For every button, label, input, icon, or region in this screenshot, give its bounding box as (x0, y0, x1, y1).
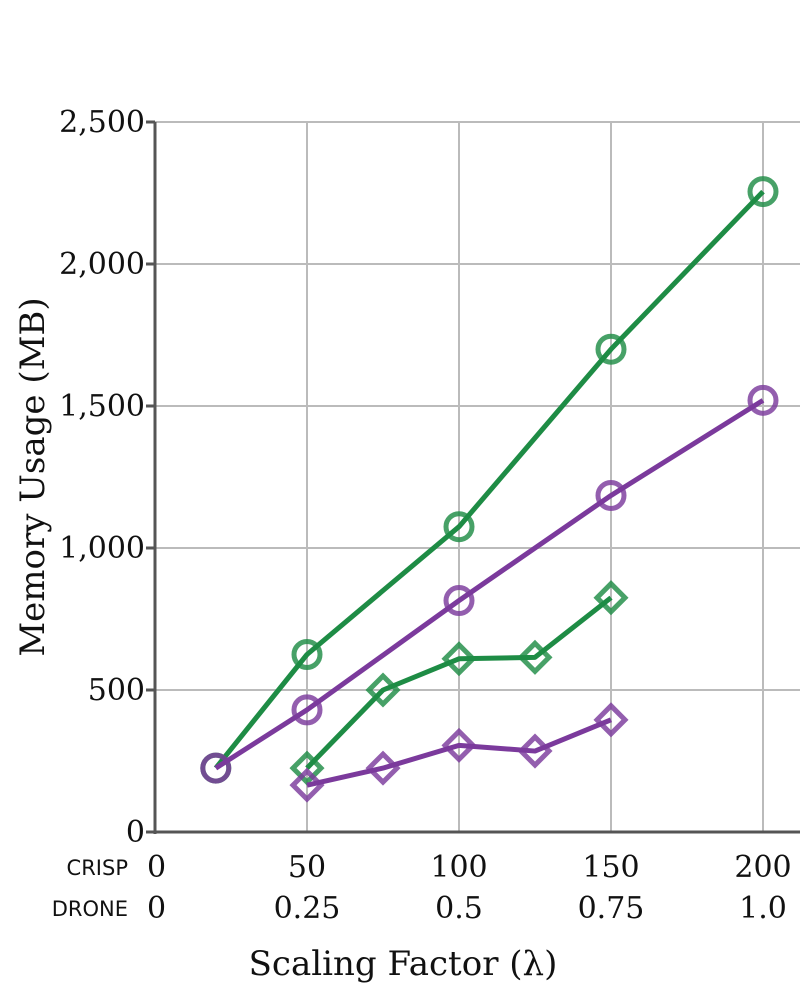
y-tick-label: 2,500 (59, 105, 145, 140)
data-point (593, 580, 629, 616)
data-point (441, 641, 477, 677)
x-tick-label: 0.5 (435, 891, 483, 926)
x-tick-label: 50 (288, 850, 326, 885)
axes (146, 120, 800, 834)
data-point (747, 176, 779, 208)
y-tick-label: 1,000 (59, 531, 145, 566)
series-line (306, 717, 612, 788)
x-tick-label: 200 (734, 850, 791, 885)
data-point (443, 585, 475, 617)
y-tick-label: 2,000 (59, 247, 145, 282)
data-point (517, 733, 553, 769)
x-tick-label: 1.0 (739, 891, 787, 926)
series-purple-diamond (289, 702, 629, 803)
y-tick-label: 0 (126, 815, 145, 850)
data-point (291, 639, 323, 670)
data-point (291, 694, 323, 726)
x-row-label: DRONE (52, 897, 128, 921)
series-purple-circle (200, 384, 779, 784)
data-point (443, 511, 475, 543)
x-axis-label: Scaling Factor (λ) (249, 944, 558, 984)
y-tick-label: 1,500 (59, 389, 145, 424)
data-point (200, 752, 232, 784)
data-point (517, 639, 553, 675)
data-point (289, 750, 325, 786)
data-point (441, 727, 477, 763)
grid (155, 121, 800, 832)
data-point (593, 702, 629, 738)
x-tick-label: 100 (430, 850, 487, 885)
data-point (595, 479, 627, 511)
x-tick-label: 0 (147, 850, 166, 885)
series-line (213, 189, 765, 770)
y-tick-label: 500 (88, 673, 145, 708)
y-axis-label: Memory Usage (MB) (13, 297, 53, 656)
data-point (365, 750, 401, 786)
x-tick-label: 0.75 (578, 891, 645, 926)
data-point (747, 384, 779, 416)
series-line (305, 595, 613, 770)
x-tick-label: 150 (582, 850, 639, 885)
data-point (595, 333, 627, 365)
x-tick-label: 0.25 (274, 891, 341, 926)
data-point (289, 767, 325, 803)
series-green-diamond (289, 580, 629, 786)
data-point (365, 672, 401, 708)
tick-labels: 0 500 1,000 1,500 2,000 2,500 CRISP 0 50 100 150 20… (52, 105, 792, 926)
x-tick-label: 0 (147, 891, 166, 926)
x-row-label: CRISP (67, 856, 128, 880)
series-line (214, 398, 765, 771)
series-layer (200, 176, 779, 803)
